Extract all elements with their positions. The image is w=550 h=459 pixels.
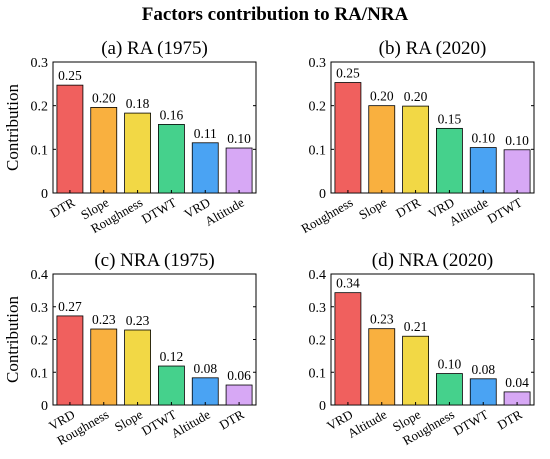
bar (124, 112, 151, 194)
chart-title: (a) RA (1975) (101, 38, 208, 59)
bar (402, 105, 429, 194)
x-tick-label: DTR (495, 406, 525, 432)
bar (90, 107, 118, 194)
data-label: 0.04 (505, 375, 529, 390)
chart-title: (c) NRA (1975) (94, 250, 214, 271)
data-label: 0.10 (227, 131, 251, 146)
bar (334, 82, 362, 194)
bar (191, 142, 219, 194)
data-label: 0.21 (404, 319, 428, 334)
data-label: 0.20 (370, 89, 394, 104)
data-label: 0.25 (336, 66, 360, 81)
y-tick-label: 0.4 (31, 268, 49, 283)
x-tick-label: DTR (217, 406, 247, 432)
data-label: 0.08 (193, 361, 217, 376)
bar (436, 373, 463, 406)
data-label: 0.25 (58, 68, 82, 83)
chart-panel-4: (d) NRA (2020)00.10.20.30.40.34VRD0.23Al… (309, 250, 535, 448)
plot-frame (52, 273, 257, 406)
page-title: Factors contribution to RA/NRA (141, 4, 409, 25)
chart-title: (b) RA (2020) (379, 38, 487, 59)
bar (469, 378, 497, 406)
y-tick-label: 0.2 (31, 100, 49, 115)
bar (402, 335, 429, 406)
x-tick-label: DTR (47, 194, 77, 220)
x-tick-label: DTWT (139, 195, 179, 227)
data-label: 0.06 (227, 368, 251, 383)
data-label: 0.15 (438, 111, 462, 126)
data-label: 0.11 (194, 126, 217, 141)
y-tick-label: 0.3 (31, 56, 49, 71)
data-label: 0.27 (58, 299, 82, 314)
plot-frame (330, 61, 535, 194)
x-tick-label: DTWT (485, 195, 525, 227)
y-tick-label: 0.2 (31, 334, 49, 349)
data-label: 0.23 (92, 312, 116, 327)
bar (368, 105, 396, 194)
y-tick-label: 0.1 (309, 143, 327, 158)
y-tick-label: 0.1 (309, 366, 327, 381)
y-tick-label: 0.3 (309, 56, 327, 71)
x-tick-label: Altitude (202, 194, 247, 228)
y-tick-label: 0.1 (31, 366, 49, 381)
data-label: 0.10 (471, 131, 495, 146)
bar (158, 365, 185, 406)
chart-panel-1: (a) RA (1975) Contribution 0 0.1 0.2 0.3 0.25 D… (3, 38, 257, 236)
x-tick-label: DTWT (451, 407, 491, 439)
data-label: 0.10 (438, 357, 462, 372)
y-tick-label: 0.4 (309, 268, 327, 283)
y-tick-label: 0 (41, 187, 48, 202)
bar (469, 147, 497, 194)
y-tick-label: 0.3 (309, 301, 327, 316)
bar (368, 328, 396, 406)
data-label: 0.34 (336, 276, 360, 291)
bar (191, 377, 219, 406)
data-label: 0.10 (505, 133, 529, 148)
data-label: 0.20 (92, 90, 116, 105)
bar (56, 84, 84, 194)
data-label: 0.18 (126, 96, 150, 111)
bar (334, 292, 362, 406)
x-tick-label: Altitude (446, 194, 491, 228)
y-tick-label: 0 (319, 399, 326, 414)
y-tick-label: 0.2 (309, 100, 327, 115)
data-label: 0.12 (160, 349, 184, 364)
x-tick-label: Altitude (345, 406, 390, 440)
bar (503, 149, 531, 194)
x-tick-label: DTR (393, 194, 423, 220)
data-label: 0.23 (126, 313, 150, 328)
chart-panel-2: (b) RA (2020) 0 0.1 0.2 0.3 0.25 Roughness 0.20… (298, 38, 535, 237)
y-tick-label: 0 (41, 399, 48, 414)
x-tick-label: Altitude (168, 406, 213, 440)
data-label: 0.08 (471, 362, 495, 377)
bar (56, 315, 84, 406)
y-axis-label: Contribution (3, 296, 22, 383)
data-label: 0.23 (370, 312, 394, 327)
chart-title: (d) NRA (2020) (372, 250, 493, 271)
y-axis-label: Contribution (3, 84, 22, 171)
x-tick-label: Roughness (298, 195, 355, 237)
y-tick-label: 0.1 (31, 143, 49, 158)
chart-panel-3: (c) NRA (1975) Contribution 0 0.1 0.2 0.3 0.4 0… (3, 250, 257, 448)
bar (225, 147, 253, 194)
data-label: 0.16 (160, 107, 184, 122)
bar (158, 124, 185, 194)
data-label: 0.20 (404, 89, 428, 104)
y-tick-label: 0.3 (31, 301, 49, 316)
plot-frame (330, 273, 535, 406)
bar (124, 329, 151, 406)
plot-frame (52, 61, 257, 194)
x-tick-label: Slope (112, 406, 145, 434)
bar (436, 127, 463, 194)
bar (90, 328, 118, 406)
y-tick-label: 0 (319, 187, 326, 202)
x-tick-label: Slope (356, 194, 389, 222)
y-tick-label: 0.2 (309, 334, 327, 349)
